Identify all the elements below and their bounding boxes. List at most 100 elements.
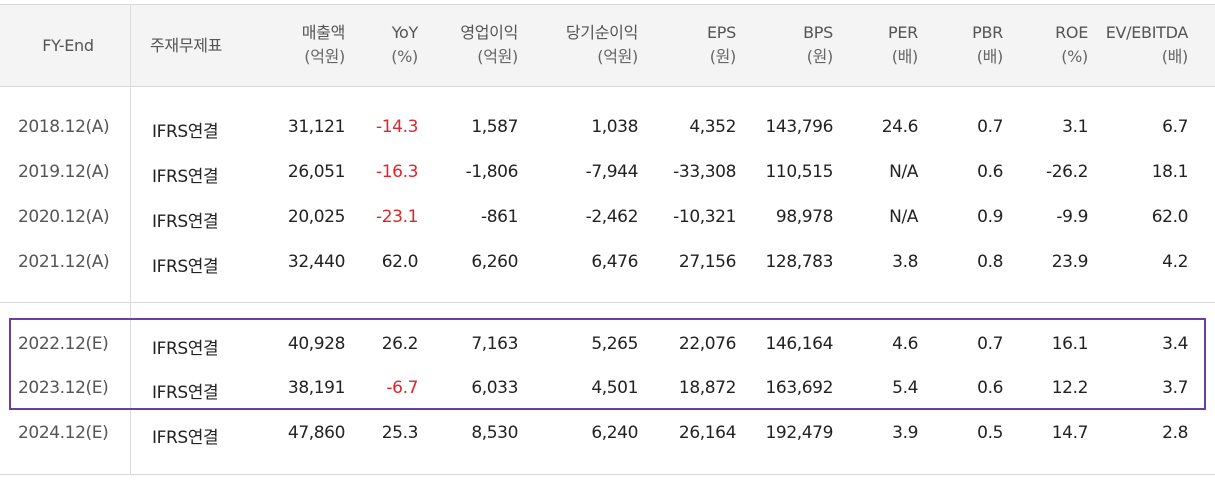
cell-yoy: -6.7 [386, 378, 418, 398]
cell-bps: 98,978 [775, 207, 833, 227]
table-row: 2019.12(A) IFRS연결 26,051 -16.3 -1,806 -7,944 -… [0, 162, 1215, 187]
cell-fy-end: 2022.12(E) [18, 334, 109, 354]
cell-net-income: 5,265 [591, 334, 638, 354]
cell-pbr: 0.7 [977, 117, 1003, 137]
cell-per: 24.6 [881, 117, 919, 137]
header-operating-profit: 영업이익 (억원) [460, 21, 518, 69]
cell-per: 4.6 [892, 334, 918, 354]
cell-fy-end: 2020.12(A) [18, 207, 110, 227]
cell-net-income: 4,501 [591, 378, 638, 398]
cell-sales: 47,860 [287, 423, 345, 443]
cell-operating-profit: 1,587 [471, 117, 518, 137]
header-bps: BPS (원) [803, 21, 833, 69]
cell-operating-profit: 6,033 [471, 378, 518, 398]
cell-basis: IFRS연결 [152, 428, 219, 448]
header-label: FY-End [42, 36, 94, 55]
cell-ev-ebitda: 2.8 [1162, 423, 1188, 443]
header-per: PER (배) [888, 21, 918, 69]
cell-operating-profit: 8,530 [471, 423, 518, 443]
cell-sales: 26,051 [287, 162, 345, 182]
header-label: ROE [1055, 23, 1088, 42]
cell-eps: 26,164 [678, 423, 736, 443]
header-unit: (배) [976, 47, 1004, 66]
header-label: PBR [972, 23, 1003, 42]
header-label: BPS [803, 23, 833, 42]
cell-yoy: -16.3 [376, 162, 418, 182]
cell-sales: 31,121 [287, 117, 345, 137]
cell-yoy: 25.3 [381, 423, 419, 443]
header-unit: (배) [891, 47, 919, 66]
cell-eps: 27,156 [678, 252, 736, 272]
header-unit: (배) [1161, 47, 1189, 66]
cell-basis: IFRS연결 [152, 167, 219, 187]
header-unit: (억원) [304, 47, 345, 66]
cell-net-income: -7,944 [585, 162, 639, 182]
cell-bps: 163,692 [765, 378, 834, 398]
header-unit: (원) [806, 47, 834, 66]
table-header-background [0, 4, 1215, 86]
table-row: 2023.12(E) IFRS연결 38,191 -6.7 6,033 4,501 18,8… [0, 378, 1215, 403]
cell-eps: 22,076 [678, 334, 736, 354]
cell-sales: 20,025 [287, 207, 345, 227]
header-roe: ROE (%) [1055, 21, 1088, 69]
cell-pbr: 0.7 [977, 334, 1003, 354]
cell-per: 3.8 [892, 252, 918, 272]
header-basis: 주재무제표 [150, 34, 222, 58]
cell-ev-ebitda: 3.7 [1162, 378, 1188, 398]
table-row: 2024.12(E) IFRS연결 47,860 25.3 8,530 6,240 26,1… [0, 423, 1215, 448]
table-top-border [0, 4, 1215, 5]
cell-fy-end: 2018.12(A) [18, 117, 110, 137]
column-divider [130, 4, 131, 474]
cell-roe: -9.9 [1056, 207, 1088, 227]
cell-basis: IFRS연결 [152, 212, 219, 232]
cell-roe: 3.1 [1062, 117, 1088, 137]
cell-basis: IFRS연결 [152, 339, 219, 359]
cell-ev-ebitda: 4.2 [1162, 252, 1188, 272]
cell-ev-ebitda: 62.0 [1151, 207, 1189, 227]
cell-bps: 146,164 [765, 334, 834, 354]
cell-operating-profit: -1,806 [465, 162, 519, 182]
header-label: YoY [391, 23, 419, 42]
cell-sales: 38,191 [287, 378, 345, 398]
header-label: PER [888, 23, 918, 42]
cell-operating-profit: -861 [481, 207, 518, 227]
header-label: 주재무제표 [150, 36, 223, 55]
header-sales: 매출액 (억원) [301, 21, 346, 69]
table-row: 2018.12(A) IFRS연결 31,121 -14.3 1,587 1,038 4,3… [0, 117, 1215, 142]
cell-bps: 143,796 [765, 117, 834, 137]
cell-basis: IFRS연결 [152, 257, 219, 277]
cell-sales: 32,440 [287, 252, 345, 272]
header-label: 매출액 [301, 23, 346, 42]
header-unit: (억원) [597, 47, 638, 66]
header-label: EV/EBITDA [1105, 23, 1189, 42]
header-label: 당기순이익 [565, 23, 638, 42]
cell-yoy: -23.1 [376, 207, 418, 227]
header-bottom-border [0, 86, 1215, 87]
header-yoy: YoY (%) [391, 21, 418, 69]
cell-per: N/A [889, 162, 918, 182]
cell-roe: 12.2 [1051, 378, 1089, 398]
cell-basis: IFRS연결 [152, 383, 219, 403]
table-bottom-border [0, 474, 1215, 475]
cell-ev-ebitda: 18.1 [1151, 162, 1189, 182]
cell-pbr: 0.9 [977, 207, 1003, 227]
cell-operating-profit: 7,163 [471, 334, 518, 354]
cell-net-income: 6,240 [591, 423, 638, 443]
header-eps: EPS (원) [707, 21, 736, 69]
header-unit: (%) [1061, 47, 1088, 66]
cell-bps: 128,783 [765, 252, 834, 272]
header-pbr: PBR (배) [972, 21, 1003, 69]
cell-net-income: 1,038 [591, 117, 638, 137]
cell-ev-ebitda: 3.4 [1162, 334, 1188, 354]
cell-net-income: 6,476 [591, 252, 638, 272]
cell-eps: 4,352 [689, 117, 736, 137]
table-row: 2020.12(A) IFRS연결 20,025 -23.1 -861 -2,462 -10… [0, 207, 1215, 232]
cell-pbr: 0.5 [977, 423, 1003, 443]
header-unit: (%) [391, 47, 418, 66]
header-ev-ebitda: EV/EBITDA (배) [1105, 21, 1189, 69]
cell-roe: 16.1 [1051, 334, 1089, 354]
cell-bps: 110,515 [765, 162, 834, 182]
cell-operating-profit: 6,260 [471, 252, 518, 272]
estimate-highlight-box [9, 318, 1206, 410]
cell-ev-ebitda: 6.7 [1162, 117, 1188, 137]
